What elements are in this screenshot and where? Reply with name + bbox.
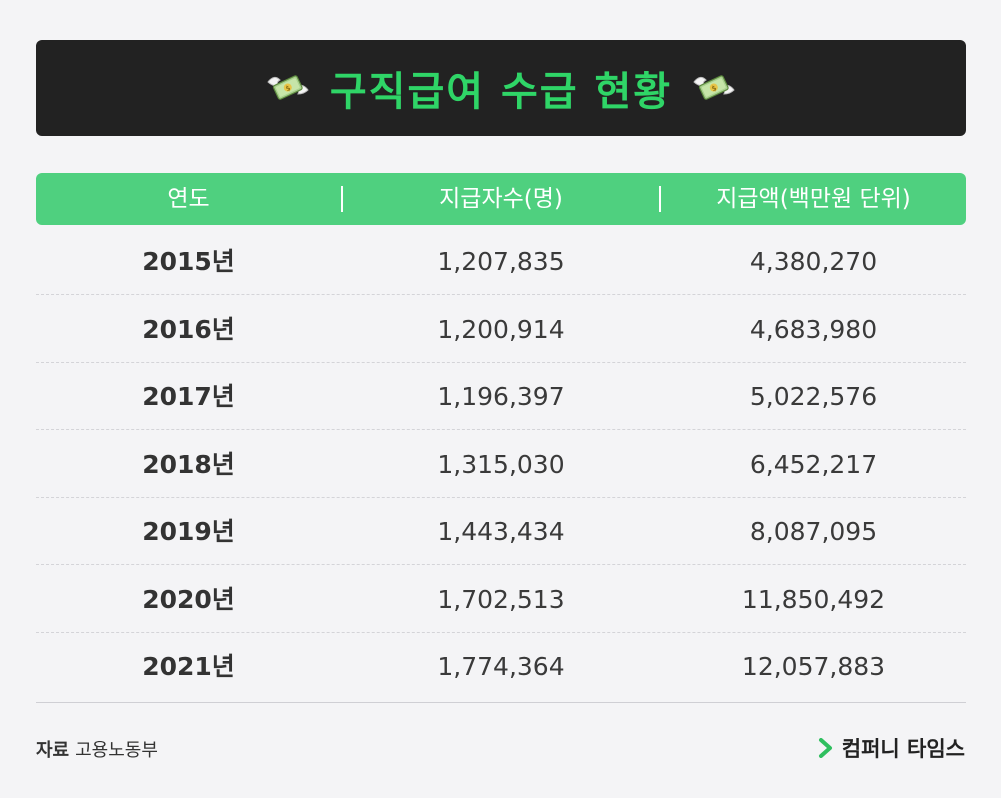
svg-text:$: $	[711, 84, 718, 93]
cell-amount: 4,683,980	[749, 314, 878, 344]
table-row: 2015년 1,207,835 4,380,270	[36, 229, 966, 295]
cell-year: 2020년	[142, 584, 235, 614]
column-header-year: 연도	[167, 186, 210, 212]
title-bar: $ 구직급여 수급 현황 $	[36, 40, 966, 136]
cell-year: 2017년	[142, 382, 235, 411]
table-header: 연도 지급자수(명) 지급액(백만원 단위)	[36, 173, 966, 225]
cell-recipients: 1,196,397	[437, 382, 565, 411]
cell-year: 2016년	[142, 314, 235, 344]
cell-year: 2015년	[142, 247, 235, 276]
table-row: 2021년 1,774,364 12,057,883	[36, 634, 966, 700]
table-bottom-border	[36, 702, 966, 703]
source-label: 자료	[36, 740, 70, 761]
cell-recipients: 1,774,364	[437, 652, 565, 681]
cell-recipients: 1,200,914	[437, 314, 565, 344]
header-divider	[341, 186, 343, 212]
row-divider	[36, 294, 966, 295]
cell-year: 2019년	[142, 517, 235, 546]
source-note: 자료 고용노동부	[36, 736, 158, 762]
column-header-recipients: 지급자수(명)	[439, 186, 563, 212]
flying-money-icon: $	[267, 75, 309, 100]
brand-logo: 컴퍼니 타임스	[818, 733, 965, 763]
cell-amount: 4,380,270	[749, 247, 878, 276]
table-row: 2018년 1,315,030 6,452,217	[36, 432, 966, 498]
cell-recipients: 1,443,434	[437, 517, 565, 546]
cell-amount: 8,087,095	[749, 517, 878, 546]
cell-year: 2018년	[142, 449, 235, 479]
table-row: 2019년 1,443,434 8,087,095	[36, 499, 966, 565]
cell-recipients: 1,207,835	[437, 247, 565, 276]
cell-amount: 11,850,492	[741, 584, 886, 614]
cell-amount: 6,452,217	[749, 449, 878, 479]
cell-year: 2021년	[142, 652, 235, 681]
cell-amount: 12,057,883	[741, 652, 886, 681]
row-divider	[36, 361, 966, 363]
cell-recipients: 1,315,030	[437, 449, 565, 479]
table-row: 2016년 1,200,914 4,683,980	[36, 297, 966, 363]
table-row: 2020년 1,702,513 11,850,492	[36, 567, 966, 633]
brand-name: 컴퍼니 타임스	[841, 737, 965, 761]
cell-amount: 5,022,576	[749, 382, 878, 411]
svg-text:$: $	[284, 84, 291, 93]
cell-recipients: 1,702,513	[437, 584, 565, 614]
page-title: 구직급여 수급 현황	[329, 69, 673, 115]
header-divider	[659, 186, 661, 212]
source-value: 고용노동부	[75, 740, 158, 761]
row-divider	[36, 496, 966, 498]
chevron-right-icon	[818, 738, 832, 758]
table-row: 2017년 1,196,397 5,022,576	[36, 364, 966, 430]
row-divider	[36, 631, 966, 633]
row-divider	[36, 429, 966, 430]
row-divider	[36, 564, 966, 565]
column-header-amount: 지급액(백만원 단위)	[716, 186, 911, 212]
flying-money-icon: $	[693, 75, 735, 100]
